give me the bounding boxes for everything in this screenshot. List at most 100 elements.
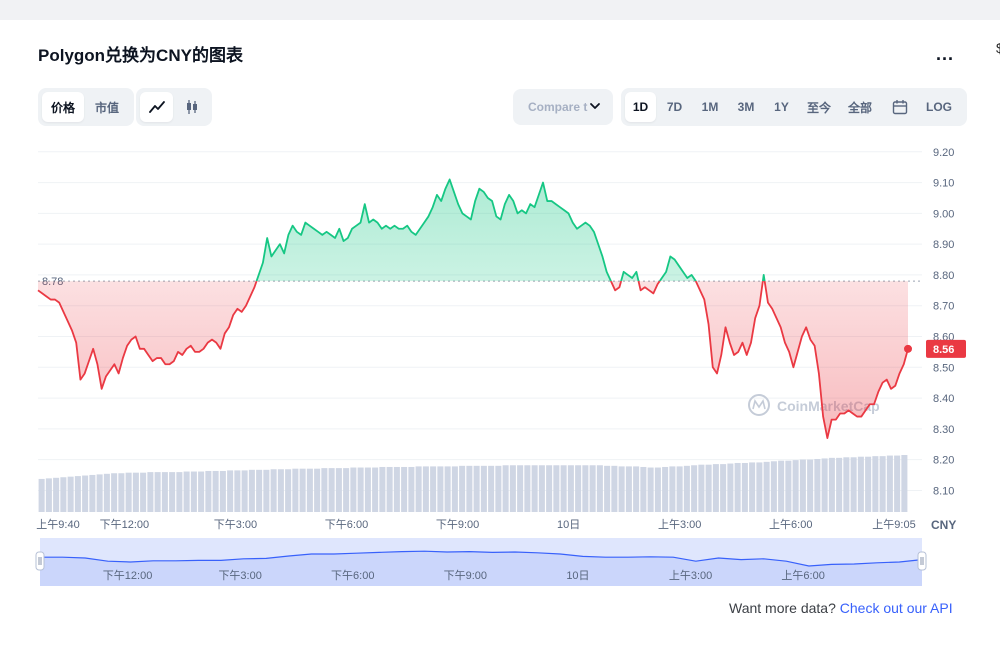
volume-bar <box>509 465 516 512</box>
volume-bar <box>314 468 321 512</box>
volume-bar <box>38 478 45 512</box>
volume-bar <box>118 473 125 512</box>
volume-bar <box>466 465 473 512</box>
y-tick-label: 8.80 <box>933 270 954 282</box>
volume-bar <box>698 464 705 512</box>
volume-bar <box>538 465 545 512</box>
navigator-handle-left[interactable] <box>35 551 45 571</box>
tab-market-cap[interactable]: 市值 <box>94 100 119 115</box>
more-options-button[interactable]: ... <box>936 44 955 64</box>
chart-type-toggle <box>136 88 212 126</box>
volume-bar <box>357 467 364 512</box>
area-fill-above-baseline <box>38 179 908 282</box>
log-scale-button[interactable]: LOG <box>926 100 952 114</box>
y-tick-label: 8.30 <box>933 424 954 436</box>
range-navigator[interactable]: 下午12:00 下午3:00 下午6:00 下午9:00 10日 上午3:00 上午6:00 <box>35 538 927 586</box>
volume-bar <box>234 470 241 512</box>
navigator-tick-label: 下午6:00 <box>331 569 374 582</box>
volume-bar <box>386 466 393 512</box>
volume-bar <box>53 477 60 512</box>
volume-bar <box>814 458 821 512</box>
y-tick-label: 9.10 <box>933 178 954 190</box>
tab-price[interactable]: 价格 <box>42 92 84 122</box>
volume-bar <box>676 466 683 512</box>
volume-bar <box>785 460 792 512</box>
volume-bar <box>132 472 139 512</box>
y-axis: 9.209.109.008.908.808.708.608.508.408.30… <box>933 147 954 498</box>
volume-bar <box>611 465 618 512</box>
candlestick-icon <box>186 100 197 114</box>
y-tick-label: 8.70 <box>933 301 954 313</box>
x-tick-label: 下午3:00 <box>214 518 257 531</box>
volume-bar <box>430 466 437 512</box>
volume-bar <box>451 466 458 512</box>
range-1d[interactable]: 1D <box>625 92 656 122</box>
range-ytd[interactable]: 至今 <box>806 100 831 115</box>
x-tick-label: 下午6:00 <box>325 518 368 531</box>
navigator-handle-right[interactable] <box>917 551 927 571</box>
line-chart-icon <box>148 101 165 113</box>
volume-bar <box>190 471 197 512</box>
volume-bar <box>299 468 306 512</box>
volume-bar <box>198 471 205 512</box>
navigator-labels: 下午12:00 下午3:00 下午6:00 下午9:00 10日 上午3:00 上午6:00 <box>103 569 825 582</box>
calendar-button[interactable] <box>882 92 918 122</box>
volume-bar <box>67 476 74 512</box>
navigator-tick-label: 下午3:00 <box>218 569 261 582</box>
range-7d[interactable]: 7D <box>666 100 683 114</box>
volume-bar <box>422 466 429 512</box>
candlestick-button[interactable] <box>175 92 208 122</box>
range-1y[interactable]: 1Y <box>774 100 789 114</box>
volume-bar <box>625 466 632 512</box>
volume-bar <box>328 468 335 512</box>
volume-bar <box>807 459 814 512</box>
volume-bar <box>821 458 828 512</box>
compare-label: Compare t <box>528 100 588 114</box>
volume-bar <box>176 472 183 512</box>
volume-bar <box>321 468 328 512</box>
volume-bar <box>125 472 132 512</box>
volume-bar <box>270 469 277 512</box>
price-chart[interactable]: 9.209.109.008.908.808.708.608.508.408.30… <box>0 0 1000 600</box>
api-link[interactable]: Check out our API <box>839 600 953 616</box>
y-tick-label: 9.00 <box>933 208 954 220</box>
volume-bar <box>836 457 843 512</box>
volume-bar <box>480 465 487 512</box>
volume-bar <box>169 472 176 512</box>
footer-prefix: Want more data? <box>729 600 836 616</box>
volume-bar <box>96 474 103 512</box>
last-price-dot <box>904 344 912 353</box>
x-axis: 上午9:40 下午12:00 下午3:00 下午6:00 下午9:00 10日 上午3:00… <box>36 518 915 531</box>
volume-bar <box>502 465 509 512</box>
price-line-up <box>255 178 766 282</box>
x-tick-label: 上午9:05 <box>872 518 915 531</box>
navigator-tick-label: 上午6:00 <box>781 569 824 582</box>
volume-bar <box>364 467 371 512</box>
volume-bars <box>38 455 908 512</box>
line-chart-button[interactable] <box>140 92 173 122</box>
navigator-tick-label: 上午3:00 <box>669 569 712 582</box>
volume-bar <box>618 466 625 512</box>
volume-bar <box>248 469 255 512</box>
volume-bar <box>669 466 676 512</box>
range-1m[interactable]: 1M <box>701 100 719 114</box>
volume-bar <box>683 465 690 512</box>
volume-bar <box>872 456 879 512</box>
page-title: Polygon兑换为CNY的图表 <box>38 46 243 65</box>
volume-bar <box>437 466 444 512</box>
volume-bar <box>219 470 226 512</box>
volume-bar <box>857 456 864 512</box>
compare-dropdown[interactable]: Compare t <box>513 89 613 125</box>
browser-top-strip <box>0 0 1000 20</box>
chevron-down-icon <box>590 103 600 109</box>
volume-bar <box>865 456 872 512</box>
volume-bar <box>74 476 81 512</box>
volume-bar <box>763 461 770 512</box>
price-line-down <box>37 281 909 440</box>
area-fill-below-baseline <box>38 281 908 439</box>
range-all[interactable]: 全部 <box>847 100 872 115</box>
range-3m[interactable]: 3M <box>737 100 755 114</box>
y-tick-label: 8.50 <box>933 362 954 374</box>
volume-bar <box>589 465 596 512</box>
volume-bar <box>212 470 219 512</box>
